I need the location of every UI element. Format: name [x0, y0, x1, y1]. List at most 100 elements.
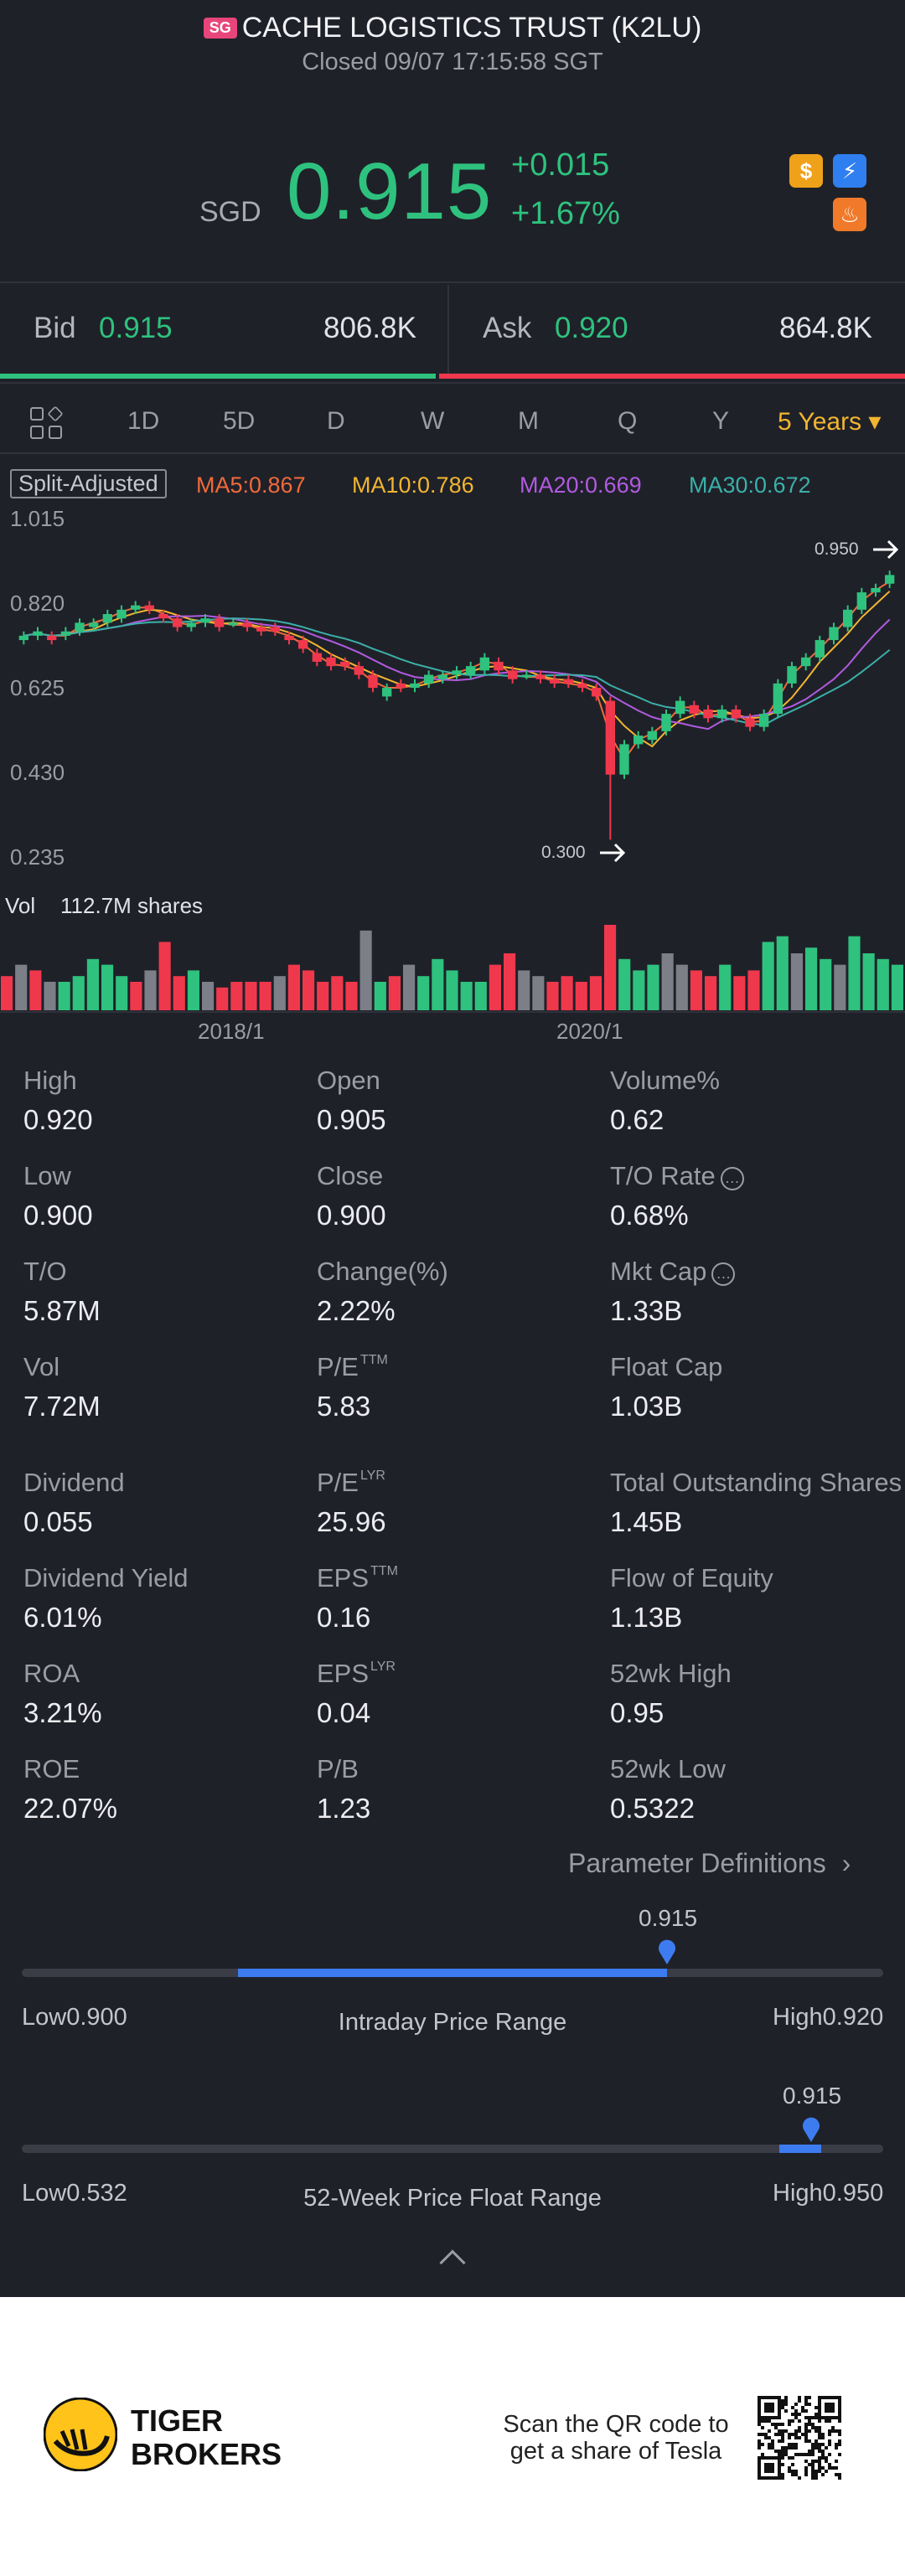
stat-label-text: T/O: [23, 1257, 67, 1286]
qr-module: [798, 2396, 801, 2399]
qr-module: [794, 2429, 798, 2433]
ma10-label: MA10:0.786: [352, 472, 474, 498]
scan-instructions: Scan the QR code to get a share of Tesla: [503, 2411, 729, 2465]
qr-module: [828, 2396, 831, 2399]
split-adjusted-toggle[interactable]: Split-Adjusted: [10, 469, 167, 498]
qr-module: [818, 2446, 821, 2450]
stat-item: P/B 1.23: [317, 1754, 602, 1825]
qr-module: [778, 2463, 781, 2466]
candle-body: [563, 679, 573, 684]
qr-module: [838, 2396, 841, 2399]
stat-value: 0.95: [610, 1697, 665, 1728]
qr-module: [804, 2466, 808, 2470]
candle-body: [605, 700, 615, 775]
candle-body: [535, 674, 546, 679]
qr-module: [771, 2406, 774, 2409]
bid-ask-panel[interactable]: Bid 0.915 806.8K Ask 0.920 864.8K: [0, 285, 905, 374]
tab-daily[interactable]: D: [327, 407, 345, 435]
info-icon[interactable]: …: [711, 1262, 736, 1286]
qr-module: [771, 2466, 774, 2470]
qr-module: [798, 2476, 801, 2480]
qr-module: [784, 2409, 788, 2413]
qr-module: [778, 2453, 781, 2456]
qr-module: [821, 2473, 825, 2476]
tab-monthly[interactable]: M: [518, 407, 539, 435]
stat-item: ROA 3.21%: [23, 1659, 308, 1729]
volume-bar: [705, 976, 717, 1010]
qr-module: [818, 2426, 821, 2429]
qr-module: [778, 2396, 781, 2399]
info-icon[interactable]: …: [720, 1167, 744, 1190]
qr-module: [804, 2429, 808, 2433]
qr-module: [804, 2460, 808, 2463]
qr-module: [768, 2396, 771, 2399]
price-chart[interactable]: 1.015 0.820 0.625 0.430 0.235 0.950 0.300 Vol…: [0, 511, 905, 1047]
qr-module: [825, 2446, 828, 2450]
qr-code-icon[interactable]: [758, 2396, 841, 2480]
tab-5d[interactable]: 5D: [223, 407, 256, 435]
qr-module: [764, 2416, 768, 2419]
ask-size: 864.8K: [779, 312, 872, 344]
qr-module: [758, 2463, 761, 2466]
volume-bar: [848, 936, 861, 1010]
week52-low: Low0.532: [22, 2180, 127, 2207]
qr-module: [828, 2403, 831, 2406]
qr-module: [784, 2453, 788, 2456]
candle-body: [242, 622, 252, 627]
stat-value: 1.03B: [610, 1391, 683, 1422]
collapse-chevron-icon[interactable]: [439, 2249, 466, 2276]
qr-module: [838, 2476, 841, 2480]
stat-item: T/O 5.87M: [23, 1257, 308, 1327]
stat-label-text: Vol: [23, 1352, 60, 1381]
options-badge-icon[interactable]: ♨: [833, 198, 866, 231]
volume-bar: [15, 964, 28, 1010]
tab-yearly[interactable]: Y: [712, 407, 730, 435]
volume-bar: [58, 982, 70, 1010]
qr-module: [838, 2416, 841, 2419]
tab-1d[interactable]: 1D: [127, 407, 160, 435]
parameter-definitions-link[interactable]: Parameter Definitions ›: [568, 1848, 851, 1879]
stat-value: 5.83: [317, 1391, 371, 1422]
qr-module: [838, 2473, 841, 2476]
stat-item: 52wk Low 0.5322: [610, 1754, 895, 1825]
qr-module: [825, 2406, 828, 2409]
volume-bar: [446, 970, 458, 1010]
candle-body: [787, 666, 797, 684]
candle-body: [745, 718, 755, 727]
tab-weekly[interactable]: W: [421, 407, 445, 435]
qr-module: [784, 2429, 788, 2433]
qr-module: [804, 2396, 808, 2399]
qr-module: [821, 2416, 825, 2419]
week52-marker-icon: [803, 2117, 820, 2142]
qr-module: [778, 2439, 781, 2443]
stat-value: 25.96: [317, 1506, 386, 1537]
chart-layout-icon[interactable]: [30, 405, 64, 441]
qr-module: [778, 2476, 781, 2480]
stat-item: Close 0.900: [317, 1161, 602, 1231]
dollar-badge-icon[interactable]: $: [789, 154, 823, 188]
stat-value: 1.45B: [610, 1506, 683, 1537]
qr-module: [774, 2450, 778, 2453]
candle-body: [144, 605, 154, 610]
lightning-badge-icon[interactable]: ⚡: [833, 154, 866, 188]
tab-quarterly[interactable]: Q: [618, 407, 638, 435]
volume-bar: [417, 976, 430, 1010]
bid-label: Bid: [34, 312, 76, 344]
stat-label: ROE: [23, 1754, 308, 1784]
qr-module: [764, 2433, 768, 2436]
qr-module: [804, 2416, 808, 2419]
qr-module: [778, 2470, 781, 2473]
stat-label: P/E LYR: [317, 1468, 602, 1498]
qr-module: [791, 2446, 794, 2450]
volume-bar: [747, 970, 760, 1010]
qr-module: [831, 2409, 835, 2413]
parameter-definitions-label: Parameter Definitions: [568, 1848, 826, 1878]
qr-module: [808, 2439, 811, 2443]
tab-5-years[interactable]: 5 Years ▾: [778, 408, 882, 436]
stat-value: 0.04: [317, 1697, 371, 1728]
stat-item: High 0.920: [23, 1066, 308, 1136]
stat-item: EPS TTM 0.16: [317, 1563, 602, 1634]
y-tick-label: 0.235: [10, 844, 65, 870]
stat-label-text: Float Cap: [610, 1352, 723, 1381]
volume-bar: [633, 970, 645, 1010]
